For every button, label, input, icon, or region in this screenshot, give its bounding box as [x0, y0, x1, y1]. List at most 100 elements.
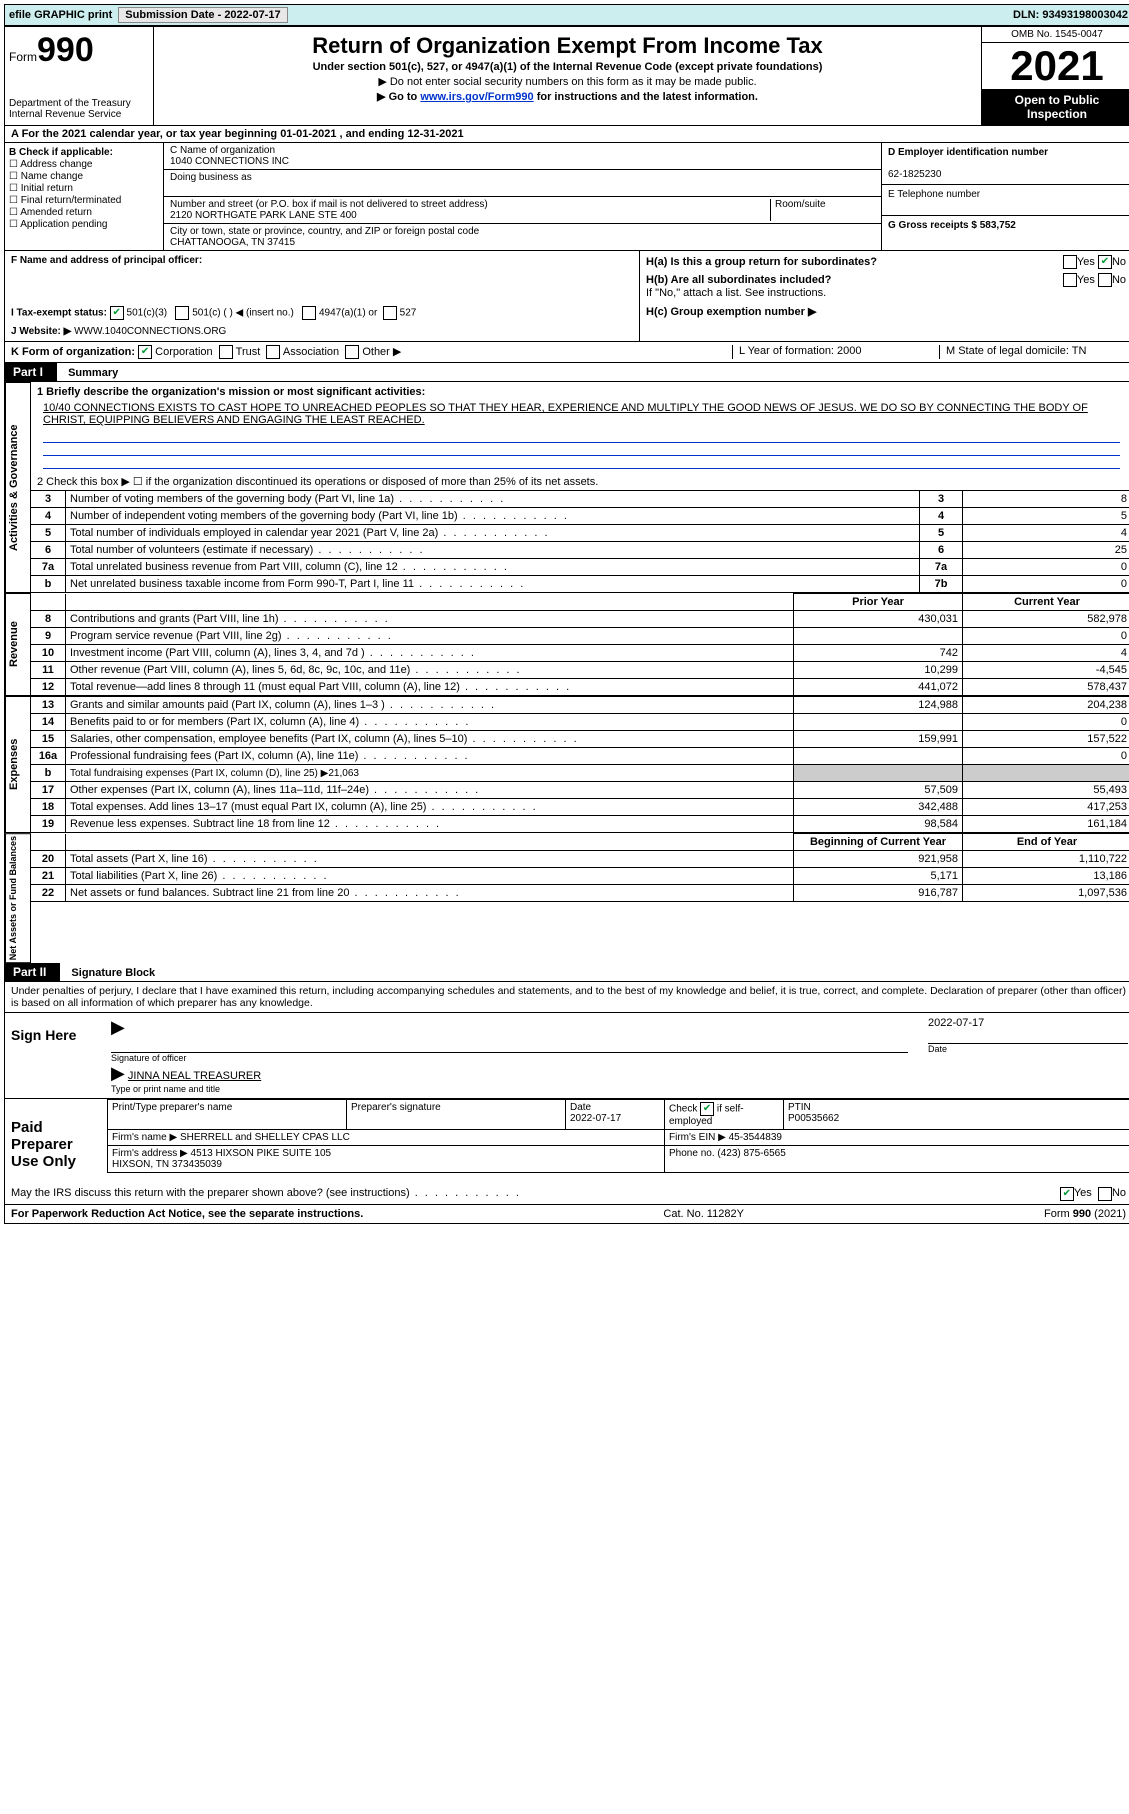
pra-notice: For Paperwork Reduction Act Notice, see …: [11, 1208, 363, 1220]
chk-self-employed[interactable]: [700, 1102, 714, 1116]
chk-final[interactable]: ☐ Final return/terminated: [9, 195, 159, 206]
room-label: Room/suite: [775, 199, 826, 210]
street-value: 2120 NORTHGATE PARK LANE STE 400: [170, 210, 357, 221]
ha-yes[interactable]: [1063, 255, 1077, 269]
discuss-yes[interactable]: [1060, 1187, 1074, 1201]
form-header: Form990 Department of the Treasury Inter…: [5, 27, 1129, 126]
chk-amended[interactable]: ☐ Amended return: [9, 207, 159, 218]
name-title-label: Type or print name and title: [111, 1084, 1128, 1094]
chk-other[interactable]: [345, 345, 359, 359]
prep-row-2: Firm's name ▶ SHERRELL and SHELLEY CPAS …: [108, 1130, 1129, 1146]
hb-yes[interactable]: [1063, 273, 1077, 287]
prep-self-employed: Check if self-employed: [665, 1100, 784, 1130]
netassets-table: Beginning of Current YearEnd of Year20To…: [31, 833, 1129, 902]
table-row: 21Total liabilities (Part X, line 26)5,1…: [31, 868, 1129, 885]
chk-4947[interactable]: [302, 306, 316, 320]
prep-date: Date 2022-07-17: [566, 1100, 665, 1130]
chk-address[interactable]: ☐ Address change: [9, 159, 159, 170]
table-row: 16aProfessional fundraising fees (Part I…: [31, 748, 1129, 765]
chk-trust[interactable]: [219, 345, 233, 359]
table-row: 6Total number of volunteers (estimate if…: [31, 542, 1129, 559]
h-c-label: H(c) Group exemption number ▶: [646, 305, 1126, 318]
city-label: City or town, state or province, country…: [170, 226, 479, 237]
omb-number: OMB No. 1545-0047: [982, 27, 1129, 43]
table-row: 15Salaries, other compensation, employee…: [31, 731, 1129, 748]
header-middle: Return of Organization Exempt From Incom…: [154, 27, 981, 125]
header-right: OMB No. 1545-0047 2021 Open to Public In…: [981, 27, 1129, 125]
mission-text: 10/40 CONNECTIONS EXISTS TO CAST HOPE TO…: [37, 398, 1126, 430]
chk-corp[interactable]: [138, 345, 152, 359]
table-row: 13Grants and similar amounts paid (Part …: [31, 697, 1129, 714]
part-ii-title: Signature Block: [63, 967, 155, 979]
table-row: 8Contributions and grants (Part VIII, li…: [31, 611, 1129, 628]
header-left: Form990 Department of the Treasury Inter…: [5, 27, 154, 125]
h-a-label: H(a) Is this a group return for subordin…: [646, 256, 1063, 268]
row-i: I Tax-exempt status: 501(c)(3) 501(c) ( …: [11, 306, 633, 320]
org-name: 1040 CONNECTIONS INC: [170, 156, 289, 167]
row-j: J Website: ▶ WWW.1040CONNECTIONS.ORG: [11, 326, 633, 337]
prep-name-lbl: Print/Type preparer's name: [108, 1100, 347, 1130]
b-label: B Check if applicable:: [9, 147, 159, 158]
ein-label: D Employer identification number: [888, 147, 1048, 158]
efile-top-bar: efile GRAPHIC print Submission Date - 20…: [4, 4, 1129, 26]
chk-501c3[interactable]: [110, 306, 124, 320]
form-word: Form: [9, 50, 37, 64]
irs-link[interactable]: www.irs.gov/Form990: [420, 91, 533, 103]
table-row: 14Benefits paid to or for members (Part …: [31, 714, 1129, 731]
open-to-public: Open to Public Inspection: [982, 89, 1129, 125]
submission-date-pill: Submission Date - 2022-07-17: [118, 7, 287, 23]
table-row: 9Program service revenue (Part VIII, lin…: [31, 628, 1129, 645]
dln-label: DLN: 93493198003042: [1013, 9, 1128, 21]
table-row: bNet unrelated business taxable income f…: [31, 576, 1129, 593]
street-label: Number and street (or P.O. box if mail i…: [170, 199, 488, 210]
row-a-taxyear: A For the 2021 calendar year, or tax yea…: [5, 126, 1129, 143]
discuss-irs-row: May the IRS discuss this return with the…: [5, 1184, 1129, 1205]
chk-name[interactable]: ☐ Name change: [9, 171, 159, 182]
col-b: B Check if applicable: ☐ Address change …: [5, 143, 164, 250]
table-row: bTotal fundraising expenses (Part IX, co…: [31, 765, 1129, 782]
c-name-label: C Name of organization: [170, 145, 275, 156]
ha-no[interactable]: [1098, 255, 1112, 269]
section-netassets: Net Assets or Fund Balances Beginning of…: [5, 833, 1129, 963]
table-row: 3Number of voting members of the governi…: [31, 491, 1129, 508]
h-b-label: H(b) Are all subordinates included?: [646, 274, 1063, 286]
side-revenue: Revenue: [5, 593, 31, 696]
col-h: H(a) Is this a group return for subordin…: [639, 251, 1129, 341]
hb-no[interactable]: [1098, 273, 1112, 287]
table-row: 7aTotal unrelated business revenue from …: [31, 559, 1129, 576]
efile-label: efile GRAPHIC print: [9, 9, 112, 21]
chk-assoc[interactable]: [266, 345, 280, 359]
chk-527[interactable]: [383, 306, 397, 320]
table-row: 11Other revenue (Part VIII, column (A), …: [31, 662, 1129, 679]
line1-label: 1 Briefly describe the organization's mi…: [37, 386, 425, 398]
discuss-no[interactable]: [1098, 1187, 1112, 1201]
officer-name-title: JINNA NEAL TREASURER: [128, 1070, 261, 1082]
dept-treasury: Department of the Treasury Internal Reve…: [9, 98, 149, 120]
prep-row-3: Firm's address ▶ 4513 HIXSON PIKE SUITE …: [108, 1146, 1129, 1173]
sig-officer-label: Signature of officer: [111, 1052, 908, 1063]
chk-initial[interactable]: ☐ Initial return: [9, 183, 159, 194]
form-title: Return of Organization Exempt From Incom…: [160, 33, 975, 59]
section-revenue: Revenue Prior YearCurrent Year8Contribut…: [5, 593, 1129, 696]
firm-address: Firm's address ▶ 4513 HIXSON PIKE SUITE …: [108, 1146, 665, 1173]
preparer-table: Print/Type preparer's name Preparer's si…: [107, 1099, 1129, 1173]
chk-501c[interactable]: [175, 306, 189, 320]
table-row: 20Total assets (Part X, line 16)921,9581…: [31, 851, 1129, 868]
table-row: 17Other expenses (Part IX, column (A), l…: [31, 782, 1129, 799]
expenses-table: 13Grants and similar amounts paid (Part …: [31, 696, 1129, 833]
row-k: K Form of organization: Corporation Trus…: [5, 342, 1129, 363]
prep-row-1: Print/Type preparer's name Preparer's si…: [108, 1100, 1129, 1130]
col-de: D Employer identification number 62-1825…: [881, 143, 1129, 250]
f-label: F Name and address of principal officer:: [11, 255, 633, 266]
sign-here-block: Sign Here ▶ Signature of officer 2022-07…: [5, 1012, 1129, 1098]
table-row: 5Total number of individuals employed in…: [31, 525, 1129, 542]
website-value: WWW.1040CONNECTIONS.ORG: [74, 326, 226, 337]
section-expenses: Expenses 13Grants and similar amounts pa…: [5, 696, 1129, 833]
form-number: 990: [37, 31, 94, 69]
prep-ptin: PTIN P00535662: [784, 1100, 1129, 1130]
chk-app-pending[interactable]: ☐ Application pending: [9, 219, 159, 230]
paid-preparer-label: Paid Preparer Use Only: [5, 1099, 107, 1184]
table-row: 10Investment income (Part VIII, column (…: [31, 645, 1129, 662]
table-row: 4Number of independent voting members of…: [31, 508, 1129, 525]
part-i-hdr: Part I: [5, 363, 57, 381]
